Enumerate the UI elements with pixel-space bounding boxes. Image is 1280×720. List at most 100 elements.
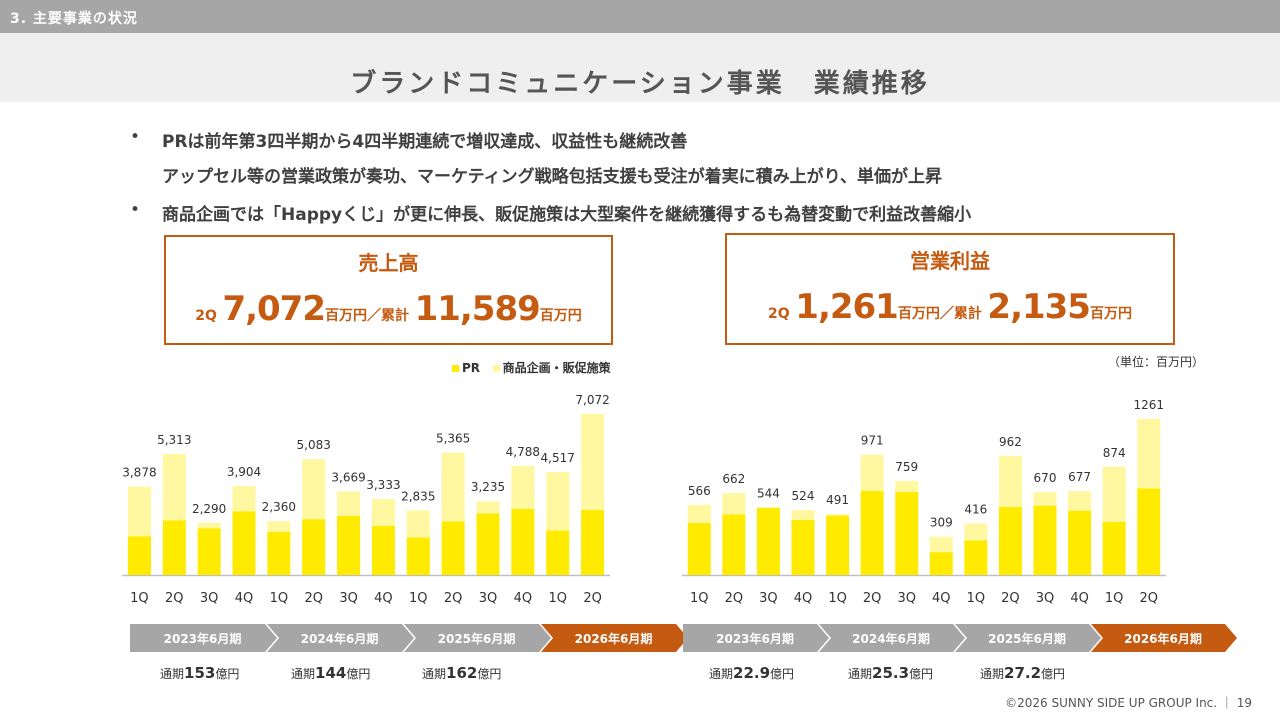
legend-planning-label: 商品企画・販促施策: [502, 361, 611, 375]
bar-planning-6: [895, 481, 919, 493]
bullet-1: PRは前年第3四半期から4四半期連続で増収達成、収益性も継続改善: [162, 132, 688, 152]
bar-planning-5: [860, 454, 884, 491]
total-label-2: 2,290: [192, 502, 226, 516]
bullet-3: 商品企画では「Happyくじ」が更に伸長、販促施策は大型案件を継続獲得するも為替…: [162, 205, 972, 225]
total-label-1: 662: [722, 472, 745, 486]
annual-value: 25.3: [872, 664, 910, 682]
total-label-13: 7,072: [575, 393, 609, 407]
chart-legend: PR 商品企画・販促施策: [452, 359, 611, 376]
bar-planning-0: [127, 486, 151, 537]
x-tick-label-5: 2Q: [863, 591, 882, 606]
bar-pr-3: [791, 519, 815, 575]
total-label-11: 677: [1068, 470, 1091, 484]
profit-kpi-line: 2Q 1,261百万円／累計 2,135百万円: [727, 287, 1173, 327]
x-tick-label-0: 1Q: [130, 591, 149, 606]
bar-pr-8: [406, 537, 430, 575]
bar-pr-1: [722, 514, 746, 575]
page-title: ブランドコミュニケーション事業 業績推移: [350, 69, 930, 99]
bar-planning-7: [371, 499, 395, 526]
bar-pr-3: [232, 511, 256, 575]
footer-copyright: ©2026 SUNNY SIDE UP GROUP Inc. ｜ 19: [1005, 696, 1252, 710]
bar-planning-13: [1137, 418, 1161, 489]
total-label-6: 759: [895, 460, 918, 474]
x-tick-label-6: 3Q: [339, 591, 358, 606]
bar-planning-3: [791, 510, 815, 520]
bar-planning-11: [511, 465, 535, 509]
bar-planning-13: [581, 413, 605, 511]
profit-kpi-cum-value: 2,135: [987, 287, 1091, 327]
bar-pr-10: [1033, 505, 1057, 575]
x-tick-label-4: 1Q: [828, 591, 847, 606]
bar-planning-3: [232, 485, 256, 512]
x-tick-label-13: 2Q: [1139, 591, 1158, 606]
annual-prefix: 通期: [848, 667, 873, 681]
total-label-9: 5,365: [436, 432, 470, 446]
bar-planning-7: [929, 536, 953, 553]
bar-pr-12: [546, 530, 570, 575]
top-bar: 3. 主要事業の状況: [0, 0, 1280, 33]
x-tick-label-11: 4Q: [1070, 591, 1089, 606]
annual-unit: 億円: [346, 667, 371, 681]
bar-planning-10: [1033, 492, 1057, 506]
bar-pr-13: [1137, 488, 1161, 575]
x-tick-label-9: 2Q: [444, 591, 463, 606]
bar-pr-5: [860, 490, 884, 575]
unit-note: （単位：百万円）: [1108, 355, 1205, 369]
annual-unit: 億円: [909, 667, 934, 681]
profit-kpi-unit: 百万円／累計: [897, 306, 982, 322]
x-tick-label-7: 4Q: [374, 591, 393, 606]
chart-profit: 566 1Q 662 2Q 544 3Q 524 4Q 491 1Q 971 2Q 759 3Q 309 4Q…: [682, 398, 1166, 606]
x-tick-label-2: 3Q: [759, 591, 778, 606]
total-label-7: 3,333: [366, 478, 400, 492]
annual-profit-3: 通期27.2億円: [980, 664, 1065, 682]
x-tick-label-1: 2Q: [725, 591, 744, 606]
bar-planning-12: [546, 472, 570, 531]
annual-prefix: 通期: [160, 667, 185, 681]
annual-prefix: 通期: [422, 667, 447, 681]
total-label-1: 5,313: [157, 433, 191, 447]
profit-kpi-cum-unit: 百万円: [1089, 306, 1132, 322]
bar-pr-5: [302, 519, 326, 575]
bar-pr-8: [964, 540, 988, 575]
x-tick-label-7: 4Q: [932, 591, 951, 606]
x-tick-label-5: 2Q: [304, 591, 323, 606]
total-label-8: 416: [964, 502, 987, 516]
total-label-8: 2,835: [401, 489, 435, 503]
bullet-dot: •: [130, 200, 141, 220]
total-label-4: 491: [826, 493, 849, 507]
annual-prefix: 通期: [709, 667, 734, 681]
bar-pr-10: [476, 513, 500, 575]
bar-pr-9: [998, 506, 1022, 575]
profit-kpi-title: 営業利益: [910, 249, 990, 273]
bar-planning-9: [998, 455, 1022, 507]
annual-value: 144: [315, 664, 347, 682]
bar-pr-12: [1102, 521, 1126, 575]
total-label-0: 3,878: [122, 466, 156, 480]
x-tick-label-12: 1Q: [548, 591, 567, 606]
total-label-4: 2,360: [262, 500, 296, 514]
total-label-11: 4,788: [506, 445, 540, 459]
total-label-10: 3,235: [471, 480, 505, 494]
bar-pr-11: [1068, 510, 1092, 575]
bar-pr-7: [371, 525, 395, 575]
annual-profit-2: 通期25.3億円: [848, 664, 933, 682]
annual-value: 27.2: [1004, 664, 1042, 682]
x-tick-label-11: 4Q: [514, 591, 533, 606]
x-tick-label-2: 3Q: [200, 591, 219, 606]
sales-kpi-title: 売上高: [358, 251, 419, 275]
total-label-3: 524: [792, 489, 815, 503]
annual-unit: 億円: [477, 667, 502, 681]
total-label-13: 1261: [1133, 398, 1164, 412]
annual-unit: 億円: [215, 667, 240, 681]
x-tick-label-3: 4Q: [794, 591, 813, 606]
sales-kpi-value: 7,072: [222, 289, 326, 329]
bar-planning-8: [964, 523, 988, 541]
total-label-7: 309: [930, 516, 953, 530]
bar-planning-5: [302, 459, 326, 520]
annual-sales-3: 通期162億円: [422, 664, 501, 682]
bar-planning-10: [476, 501, 500, 514]
bar-pr-0: [687, 522, 711, 575]
total-label-6: 3,669: [331, 470, 365, 484]
bar-planning-8: [406, 510, 430, 538]
sales-kpi-cum-value: 11,589: [414, 289, 541, 329]
